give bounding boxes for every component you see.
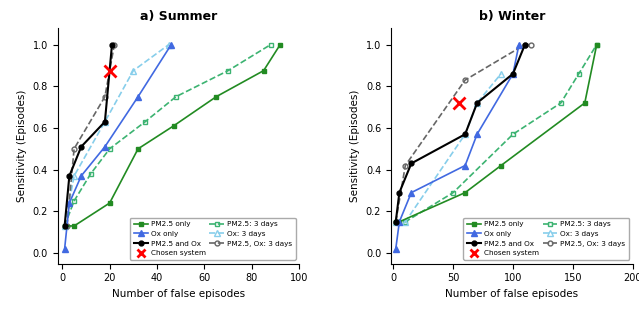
Title: a) Summer: a) Summer bbox=[140, 10, 217, 23]
X-axis label: Number of false episodes: Number of false episodes bbox=[445, 289, 578, 299]
X-axis label: Number of false episodes: Number of false episodes bbox=[112, 289, 245, 299]
Y-axis label: Sensitivity (Episodes): Sensitivity (Episodes) bbox=[350, 90, 360, 202]
Legend: PM2.5 only, Ox only, PM2.5 and Ox, Chosen system, PM2.5: 3 days, Ox: 3 days, PM2: PM2.5 only, Ox only, PM2.5 and Ox, Chose… bbox=[463, 218, 629, 260]
Legend: PM2.5 only, Ox only, PM2.5 and Ox, Chosen system, PM2.5: 3 days, Ox: 3 days, PM2: PM2.5 only, Ox only, PM2.5 and Ox, Chose… bbox=[130, 218, 296, 260]
Title: b) Winter: b) Winter bbox=[479, 10, 545, 23]
Y-axis label: Sensitivity (Episodes): Sensitivity (Episodes) bbox=[17, 90, 27, 202]
